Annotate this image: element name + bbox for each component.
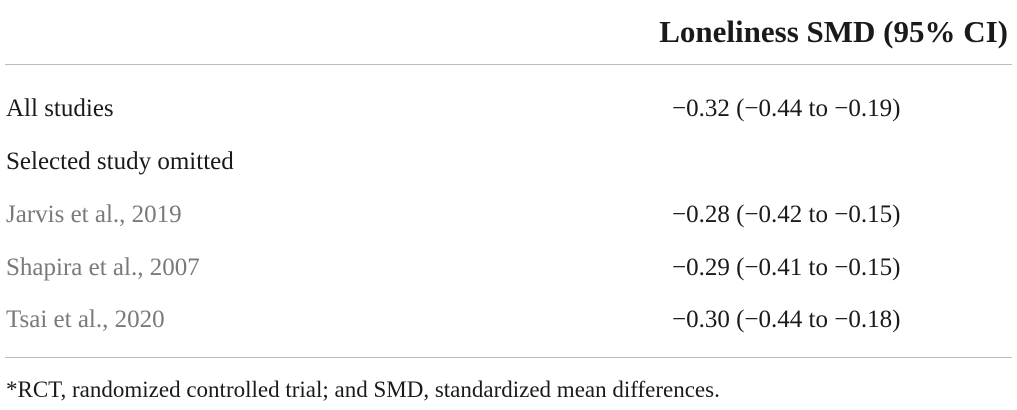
row-label: Tsai et al., 2020 xyxy=(6,306,165,333)
row-label: Shapira et al., 2007 xyxy=(6,254,200,281)
row-label: All studies xyxy=(6,95,114,122)
row-value: −0.28 (−0.42 to −0.15) xyxy=(672,201,901,228)
top-rule xyxy=(5,64,1012,65)
row-value: −0.32 (−0.44 to −0.19) xyxy=(672,95,901,122)
footnote: *RCT, randomized controlled trial; and S… xyxy=(6,377,720,402)
row-label: Selected study omitted xyxy=(6,148,234,175)
row-value: −0.30 (−0.44 to −0.18) xyxy=(672,306,901,333)
row-value: −0.29 (−0.41 to −0.15) xyxy=(672,254,901,281)
bottom-rule xyxy=(5,357,1012,358)
column-header: Loneliness SMD (95% CI) xyxy=(659,14,1008,49)
row-label: Jarvis et al., 2019 xyxy=(6,201,182,228)
